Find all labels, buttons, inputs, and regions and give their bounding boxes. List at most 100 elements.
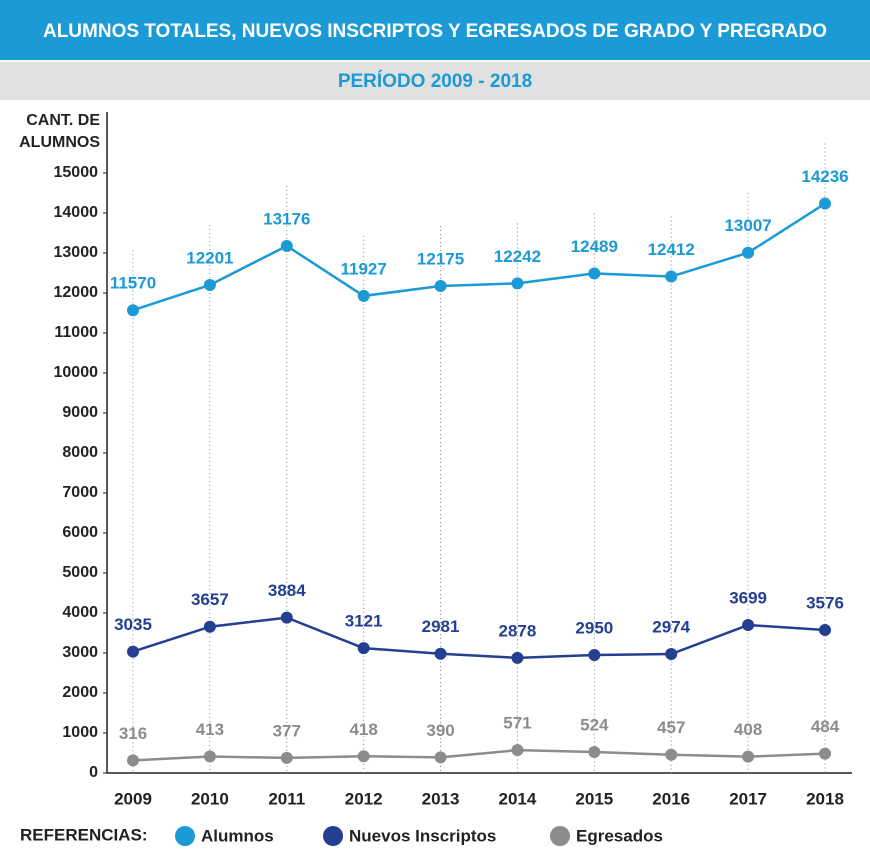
data-point: [511, 651, 524, 664]
data-point: [665, 748, 678, 761]
series-line: [132, 748, 826, 762]
data-label: 408: [734, 720, 762, 739]
y-tick-label: 5000: [62, 564, 98, 581]
data-point: [511, 744, 524, 757]
data-label: 3035: [114, 615, 152, 634]
y-tick-label: 8000: [62, 444, 98, 461]
title-bar: [0, 0, 870, 60]
chart-subtitle: PERÍODO 2009 - 2018: [338, 70, 532, 92]
legend-label: Alumnos: [201, 826, 274, 845]
data-point: [203, 278, 216, 291]
x-tick-label: 2009: [114, 789, 152, 808]
y-tick-label: 0: [89, 764, 98, 781]
data-point: [665, 270, 678, 283]
data-label: 11927: [340, 259, 386, 278]
series-line: [132, 616, 826, 660]
data-label: 12242: [494, 247, 541, 266]
data-label: 457: [657, 718, 685, 737]
data-point: [742, 246, 755, 259]
data-point: [357, 750, 370, 763]
data-point: [819, 623, 831, 636]
y-tick-label: 7000: [62, 484, 98, 501]
data-point: [127, 304, 139, 317]
data-label: 13007: [724, 216, 771, 235]
data-point: [511, 277, 524, 290]
x-tick-label: 2010: [191, 789, 229, 808]
data-label: 2950: [575, 618, 613, 637]
data-point: [280, 239, 293, 252]
data-label: 524: [580, 716, 609, 735]
x-tick-label: 2012: [345, 789, 383, 808]
data-point: [819, 747, 831, 760]
x-tick-label: 2014: [499, 789, 537, 808]
legend-title: REFERENCIAS:: [20, 825, 148, 844]
data-point: [357, 642, 370, 655]
data-point: [434, 280, 447, 292]
data-point: [127, 645, 139, 658]
y-tick-label: 3000: [62, 644, 98, 661]
data-label: 2981: [422, 617, 460, 636]
y-axis-label: ALUMNOS: [19, 134, 100, 151]
data-label: 3699: [729, 589, 767, 608]
data-label: 12489: [571, 237, 618, 256]
data-label: 3884: [268, 581, 306, 600]
data-label: 12175: [417, 249, 464, 268]
legend-label: Egresados: [576, 826, 663, 845]
y-tick-label: 15000: [54, 164, 99, 181]
data-point: [280, 611, 293, 624]
data-label: 418: [349, 720, 377, 739]
data-label: 390: [426, 721, 454, 740]
data-label: 3657: [191, 590, 229, 609]
data-point: [819, 197, 831, 210]
data-label: 11570: [110, 274, 156, 293]
y-tick-label: 9000: [62, 404, 98, 421]
data-label: 413: [196, 720, 224, 739]
data-label: 13176: [263, 209, 310, 228]
data-point: [127, 754, 139, 767]
data-label: 2878: [499, 621, 537, 640]
legend-swatch: [323, 826, 343, 846]
data-point: [742, 619, 755, 632]
data-point: [588, 746, 601, 759]
data-label: 3576: [806, 593, 844, 612]
y-tick-label: 14000: [54, 204, 99, 221]
x-tick-label: 2015: [575, 789, 613, 808]
y-tick-label: 2000: [62, 684, 98, 701]
series-line: [132, 202, 826, 312]
x-tick-label: 2017: [729, 789, 767, 808]
data-label: 2974: [652, 618, 690, 637]
data-label: 571: [503, 714, 531, 733]
data-point: [434, 751, 447, 764]
y-tick-label: 1000: [62, 724, 98, 741]
chart-title: ALUMNOS TOTALES, NUEVOS INSCRIPTOS Y EGR…: [43, 21, 827, 42]
y-tick-label: 12000: [54, 284, 99, 301]
data-point: [434, 647, 447, 660]
x-tick-label: 2011: [268, 789, 305, 808]
y-tick-label: 11000: [54, 324, 98, 341]
data-label: 12201: [186, 248, 233, 267]
data-label: 3121: [345, 612, 383, 631]
data-label: 12412: [648, 240, 695, 259]
legend-swatch: [175, 826, 195, 846]
y-tick-label: 4000: [62, 604, 98, 621]
data-point: [280, 751, 293, 764]
subtitle-bar: [0, 62, 870, 100]
y-tick-label: 13000: [54, 244, 99, 261]
data-point: [742, 750, 755, 763]
legend-label: Nuevos Inscriptos: [349, 826, 496, 845]
x-tick-label: 2018: [806, 789, 844, 808]
data-point: [588, 649, 601, 661]
legend-swatch: [550, 826, 570, 846]
data-label: 484: [811, 717, 840, 736]
data-point: [665, 648, 678, 661]
data-point: [203, 750, 216, 763]
data-label: 316: [119, 724, 147, 743]
y-axis-label: CANT. DE: [26, 112, 100, 129]
data-point: [203, 620, 216, 633]
y-tick-label: 6000: [62, 524, 98, 541]
data-point: [357, 289, 370, 302]
x-tick-label: 2013: [422, 789, 460, 808]
data-label: 377: [273, 721, 301, 740]
x-tick-label: 2016: [652, 789, 690, 808]
